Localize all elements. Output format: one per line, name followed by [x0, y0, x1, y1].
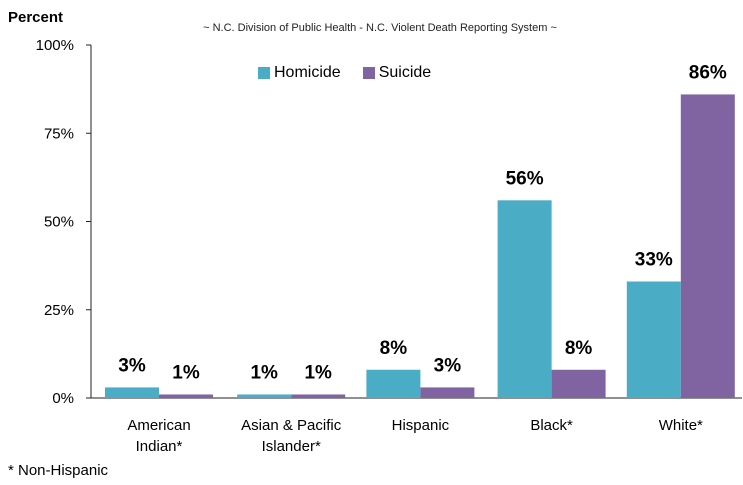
- data-label-homicide: 1%: [250, 362, 278, 383]
- bar-suicide: [551, 369, 606, 398]
- bar-suicide: [159, 394, 213, 398]
- bar-homicide: [626, 281, 681, 398]
- data-label-homicide: 8%: [380, 338, 408, 359]
- y-tick-label: 75%: [44, 125, 74, 142]
- bar-homicide: [237, 394, 292, 398]
- x-tick-label: American: [127, 417, 190, 434]
- x-tick-label: Hispanic: [392, 417, 450, 434]
- x-tick-label: Black*: [530, 417, 573, 434]
- data-label-homicide: 56%: [506, 168, 544, 189]
- x-tick-label: White*: [659, 417, 703, 434]
- y-tick-label: 100%: [36, 37, 74, 54]
- data-label-suicide: 3%: [434, 355, 462, 376]
- legend-label-suicide: Suicide: [378, 64, 432, 81]
- legend-label-homicide: Homicide: [274, 64, 341, 81]
- legend-swatch-suicide: [362, 67, 375, 79]
- bar-homicide: [366, 369, 421, 398]
- x-tick-label: Indian*: [136, 438, 183, 455]
- data-label-suicide: 1%: [172, 362, 200, 383]
- y-tick-label: 50%: [44, 214, 74, 231]
- bar-suicide: [291, 394, 346, 398]
- x-tick-label: Islander*: [262, 438, 321, 455]
- y-tick-label: 25%: [44, 302, 74, 319]
- legend: Homicide Suicide: [258, 64, 431, 82]
- bar-suicide: [680, 94, 735, 399]
- bar-homicide: [497, 200, 552, 398]
- legend-swatch-homicide: [258, 67, 270, 79]
- y-axis-title: Percent: [8, 9, 64, 26]
- chart-subtitle: ~ N.C. Division of Public Health - N.C. …: [203, 22, 557, 34]
- data-label-homicide: 3%: [118, 355, 146, 376]
- data-label-homicide: 33%: [635, 250, 673, 271]
- x-tick-label: Asian & Pacific: [241, 417, 342, 434]
- footnote: * Non-Hispanic: [8, 462, 109, 479]
- data-label-suicide: 8%: [565, 338, 593, 359]
- data-label-suicide: 1%: [304, 362, 332, 383]
- legend-item-suicide: Suicide: [362, 64, 432, 82]
- bar-homicide: [105, 387, 159, 398]
- y-tick-label: 0%: [52, 390, 74, 407]
- bar-suicide: [420, 387, 475, 398]
- legend-item-homicide: Homicide: [258, 64, 341, 82]
- data-label-suicide: 86%: [689, 62, 727, 83]
